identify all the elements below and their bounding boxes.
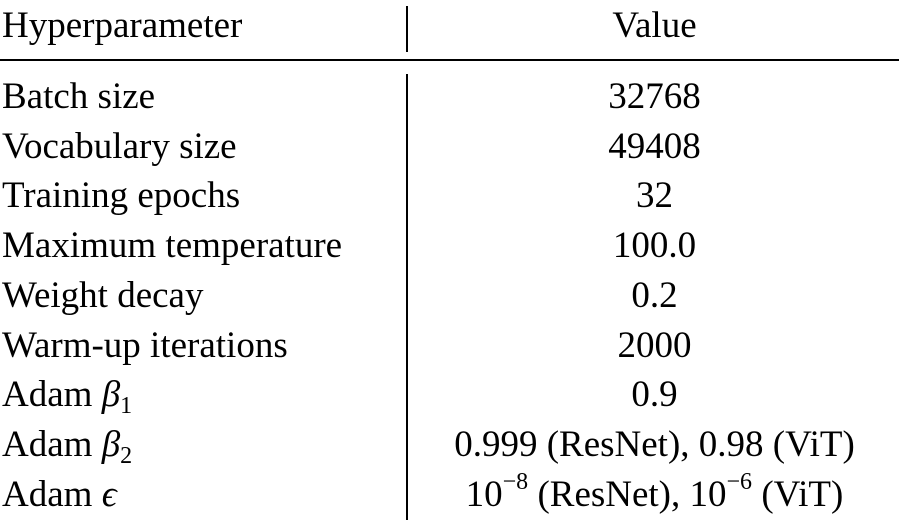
row-maximum-temperature-label: Maximum temperature: [2, 225, 343, 266]
adam-prefix: Adam: [2, 424, 93, 465]
row-training-epochs-value: 32: [636, 175, 673, 216]
row-vocabulary-size-label: Vocabulary size: [2, 126, 237, 167]
row-weight-decay-label: Weight decay: [2, 275, 204, 316]
row-training-epochs-label: Training epochs: [2, 175, 241, 216]
row-adam-beta1-label: Adam β1: [2, 374, 132, 419]
epsilon-resnet-exponent: −8: [502, 469, 529, 495]
row-warm-up-iterations-value: 2000: [617, 325, 692, 366]
row-adam-epsilon-value: 10−8 (ResNet), 10−6 (ViT): [410, 470, 899, 515]
row-batch-size-value: 32768: [608, 76, 701, 117]
header-value: Value: [612, 5, 697, 46]
row-batch-size-label: Batch size: [2, 76, 156, 117]
row-adam-beta1-value: 0.9: [631, 374, 678, 415]
epsilon-vit-exponent: −6: [726, 469, 753, 495]
header-rule: [0, 59, 899, 61]
row-maximum-temperature-value: 100.0: [612, 225, 697, 266]
row-adam-beta2-value: 0.999 (ResNet), 0.98 (ViT): [454, 424, 855, 465]
beta-subscript: 2: [120, 443, 133, 469]
row-vocabulary-size-value: 49408: [608, 126, 701, 167]
epsilon-resnet-suffix: (ResNet),: [528, 474, 690, 515]
adam-prefix: Adam: [2, 374, 93, 415]
epsilon-symbol: ϵ: [101, 474, 117, 515]
adam-prefix: Adam: [2, 474, 93, 515]
epsilon-vit-base: 10: [689, 474, 727, 515]
row-weight-decay-value: 0.2: [631, 275, 678, 316]
epsilon-resnet-base: 10: [465, 474, 503, 515]
epsilon-vit-suffix: (ViT): [752, 474, 844, 515]
row-warm-up-iterations-label: Warm-up iterations: [2, 325, 288, 366]
beta-symbol: β: [101, 374, 121, 415]
beta-symbol: β: [101, 424, 121, 465]
header-column-divider: [406, 6, 408, 52]
body-column-divider: [406, 74, 408, 520]
beta-subscript: 1: [120, 393, 133, 419]
header-hyperparameter: Hyperparameter: [2, 5, 243, 46]
row-adam-beta2-label: Adam β2: [2, 424, 132, 469]
row-adam-epsilon-label: Adam ϵ: [2, 475, 117, 515]
